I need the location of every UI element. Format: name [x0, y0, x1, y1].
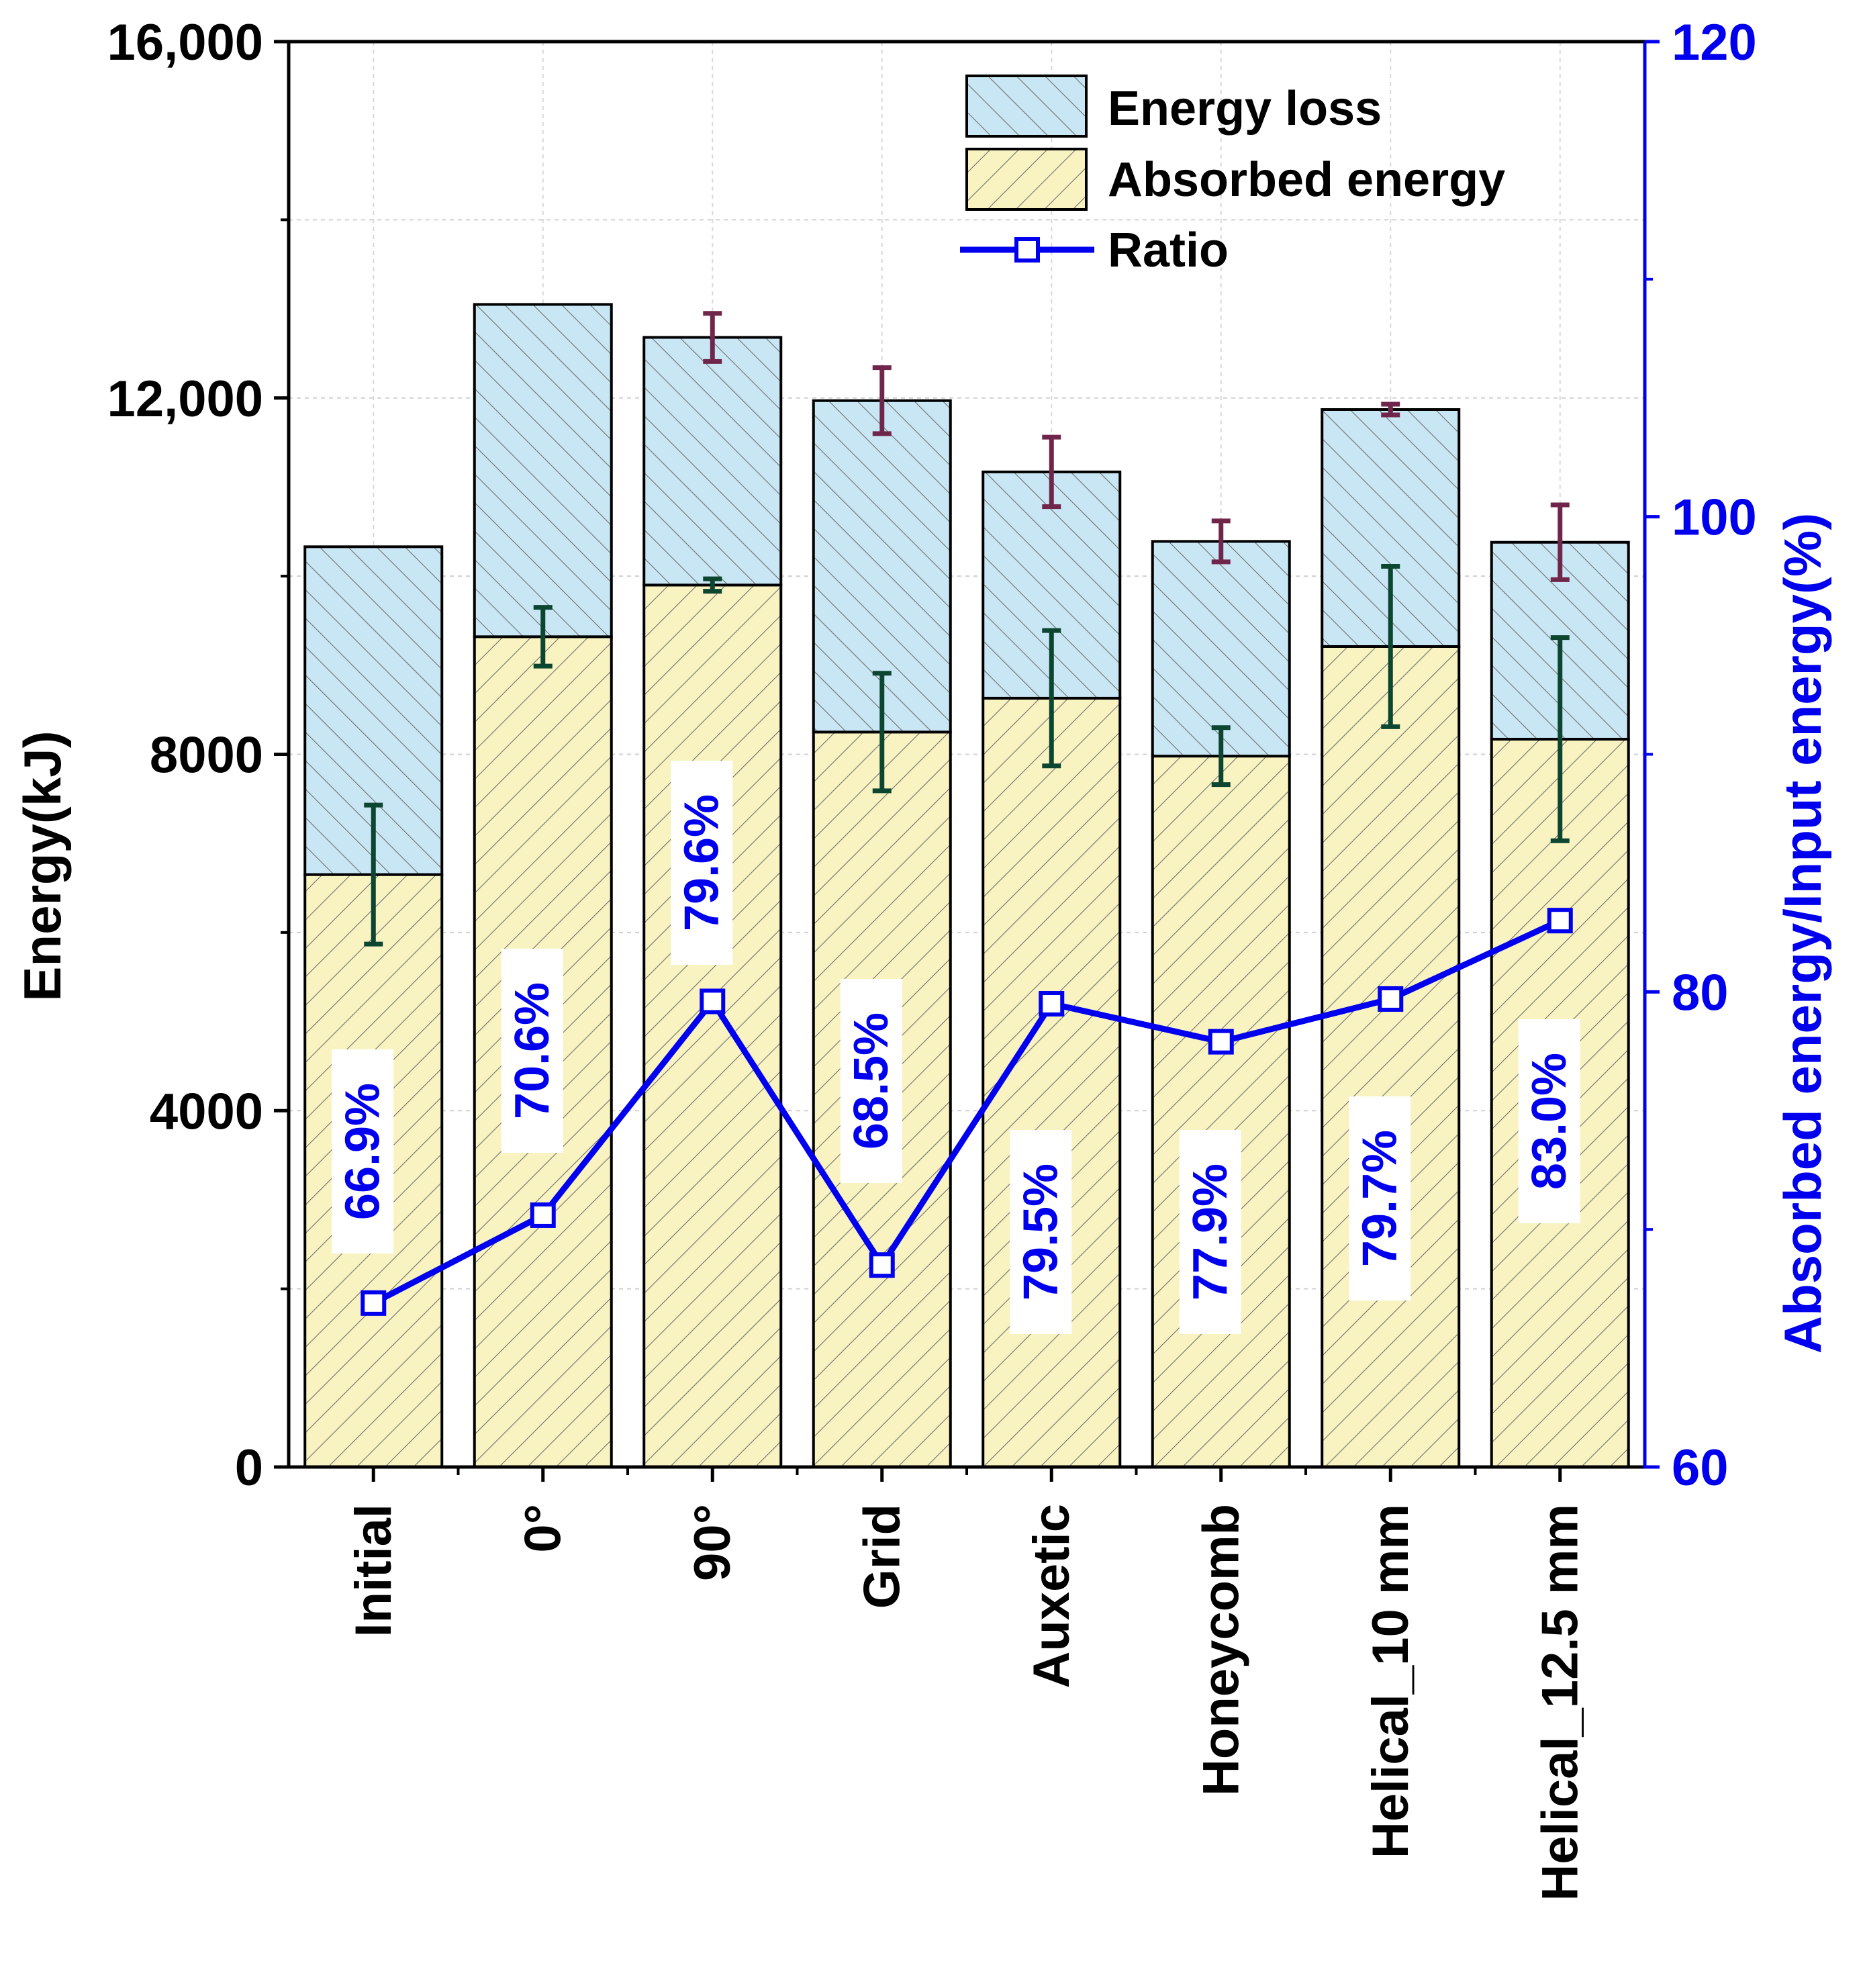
axes: 0 4000 8000 12,000 16,000 60 80 100 120 Initial 0°… — [107, 14, 1757, 1901]
ratio-label: 79.6% — [675, 794, 728, 931]
ratio-label-bg — [1179, 1130, 1241, 1334]
ratio-marker — [700, 988, 726, 1014]
bars — [303, 303, 1630, 1469]
y2-tick-label: 60 — [1672, 1439, 1729, 1497]
error-bars — [364, 311, 1570, 947]
ratio-label: 83.0% — [1523, 1053, 1576, 1190]
bar-energy-loss — [473, 303, 613, 638]
y-tick-label: 16,000 — [107, 14, 263, 71]
ratio-label-bg — [501, 949, 563, 1153]
ratio-marker — [869, 1252, 895, 1278]
ratio-label-bg — [1010, 1130, 1072, 1334]
ratio-marker — [1378, 986, 1404, 1012]
x-tick-label: Grid — [853, 1504, 910, 1609]
x-tick-label: Helical_12.5 mm — [1531, 1504, 1588, 1901]
y2-tick-label: 120 — [1672, 14, 1757, 71]
y-tick-label: 0 — [235, 1439, 263, 1497]
ratio-labels: 66.9% 70.6% 79.6% 68.5% 79.5% 77.9% 79.7% 83.0% — [332, 761, 1580, 1334]
ratio-marker — [530, 1202, 556, 1228]
legend-label-absorbed-energy: Absorbed energy — [1108, 153, 1505, 207]
ratio-label-bg — [840, 979, 902, 1183]
y-axis-label: Energy(kJ) — [13, 730, 72, 1001]
legend-label-energy-loss: Energy loss — [1108, 82, 1382, 136]
y-tick-label: 12,000 — [107, 371, 263, 428]
x-tick-label: Helical_10 mm — [1362, 1504, 1419, 1858]
y-tick-label: 4000 — [150, 1083, 263, 1140]
legend-swatch-energy-loss — [965, 75, 1088, 138]
x-tick-label: Auxetic — [1023, 1504, 1080, 1689]
ratio-label: 79.5% — [1014, 1164, 1067, 1300]
ratio-label: 68.5% — [845, 1012, 898, 1149]
ratio-label-bg — [1349, 1096, 1411, 1300]
x-tick-label: Initial — [345, 1504, 402, 1637]
ratio-label: 70.6% — [506, 982, 559, 1119]
x-tick-label: 90° — [684, 1504, 741, 1581]
bar-absorbed-energy — [1321, 645, 1461, 1468]
x-tick-label: 0° — [514, 1504, 571, 1553]
ratio-label: 77.9% — [1184, 1164, 1237, 1300]
ratio-marker — [1547, 908, 1573, 934]
bar-absorbed-energy — [642, 583, 783, 1468]
ratio-label-bg — [671, 761, 733, 965]
ratio-polyline — [372, 918, 1562, 1306]
bar-energy-loss — [1151, 540, 1291, 758]
legend: Energy loss Absorbed energy Ratio — [960, 75, 1505, 277]
ratio-marker — [361, 1290, 387, 1316]
ratio-label-bg — [1518, 1019, 1580, 1223]
ratio-label: 66.9% — [336, 1083, 389, 1220]
bar-energy-loss — [642, 336, 783, 587]
y2-tick-label: 80 — [1672, 964, 1729, 1021]
bar-absorbed-energy — [1151, 755, 1291, 1468]
legend-label-ratio: Ratio — [1108, 224, 1229, 277]
y2-tick-label: 100 — [1672, 489, 1757, 547]
ratio-marker — [1039, 991, 1065, 1017]
ratio-label: 79.7% — [1353, 1130, 1406, 1267]
legend-swatch-absorbed-energy — [965, 148, 1088, 211]
ratio-line — [361, 908, 1573, 1316]
y2-axis-label: Absorbed energy/Input energy(%) — [1773, 513, 1832, 1354]
y-tick-label: 8000 — [150, 727, 263, 784]
ratio-label-bg — [332, 1049, 394, 1253]
legend-marker-ratio — [1014, 237, 1040, 263]
ratio-marker — [1208, 1029, 1234, 1055]
x-tick-label: Honeycomb — [1192, 1504, 1249, 1796]
